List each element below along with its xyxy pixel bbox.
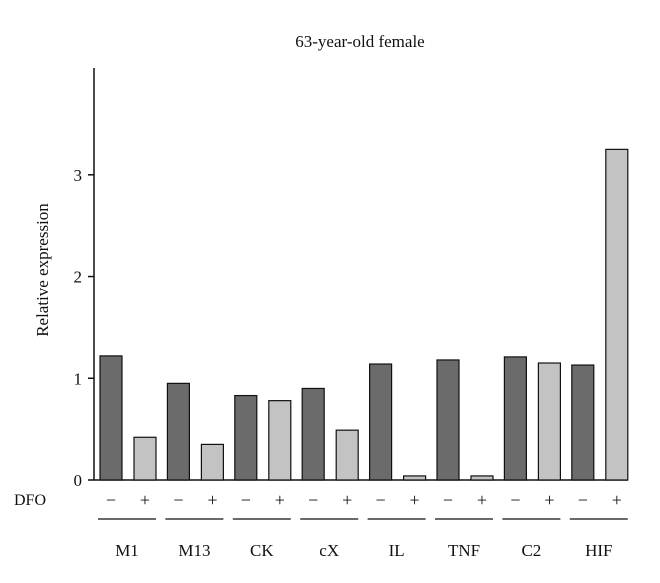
bar-hif-minus — [571, 364, 595, 481]
y-axis-label: Relative expression — [33, 203, 52, 337]
treatment-label: DFO — [14, 492, 46, 509]
treatment-sign: − — [578, 490, 588, 510]
treatment-sign: + — [140, 490, 150, 510]
category-groups: M1 M13 CK cX IL TNF C2 HIF — [98, 518, 628, 560]
treatment-sign: − — [376, 490, 386, 510]
bar-m13-plus — [200, 443, 224, 481]
chart-title: 63-year-old female — [295, 32, 424, 51]
treatment-sign: − — [173, 490, 183, 510]
treatment-sign: + — [544, 490, 554, 510]
bars — [99, 148, 629, 481]
y-tick-label: 2 — [74, 268, 83, 287]
category-label: cX — [319, 541, 339, 560]
bar-il-minus — [369, 363, 393, 481]
bar-hif-plus — [605, 148, 629, 481]
y-ticks: 0 1 2 3 — [74, 166, 94, 490]
treatment-sign: − — [443, 490, 453, 510]
bar-m1-plus — [133, 436, 157, 481]
treatment-sign: + — [612, 490, 622, 510]
bar-m1-minus — [99, 355, 123, 481]
category-label: IL — [389, 541, 405, 560]
category-label: TNF — [448, 541, 480, 560]
bar-cx-plus — [335, 429, 359, 481]
bar-m13-minus — [166, 382, 190, 481]
category-label: C2 — [521, 541, 541, 560]
bar-cx-minus — [301, 387, 325, 481]
bar-tnf-plus — [470, 475, 494, 481]
treatment-sign: + — [477, 490, 487, 510]
bar-c2-minus — [503, 356, 527, 481]
category-label: M13 — [178, 541, 210, 560]
bar-tnf-minus — [436, 359, 460, 481]
bar-c2-plus — [537, 362, 562, 481]
y-tick-label: 3 — [74, 166, 83, 185]
treatment-sign: − — [106, 490, 116, 510]
category-label: CK — [250, 541, 274, 560]
treatment-sign: + — [207, 490, 217, 510]
treatment-sign: − — [510, 490, 520, 510]
y-tick-label: 0 — [74, 471, 83, 490]
category-label: M1 — [115, 541, 139, 560]
treatment-signs: − + − + − + − + − + − + − + − + — [106, 490, 622, 510]
treatment-sign: − — [241, 490, 251, 510]
treatment-sign: + — [410, 490, 420, 510]
treatment-sign: − — [308, 490, 318, 510]
bar-ck-plus — [268, 400, 292, 481]
bar-il-plus — [403, 475, 427, 481]
bar-ck-minus — [234, 394, 258, 481]
treatment-sign: + — [275, 490, 285, 510]
y-tick-label: 1 — [74, 369, 83, 388]
treatment-sign: + — [342, 490, 352, 510]
category-label: HIF — [585, 541, 612, 560]
